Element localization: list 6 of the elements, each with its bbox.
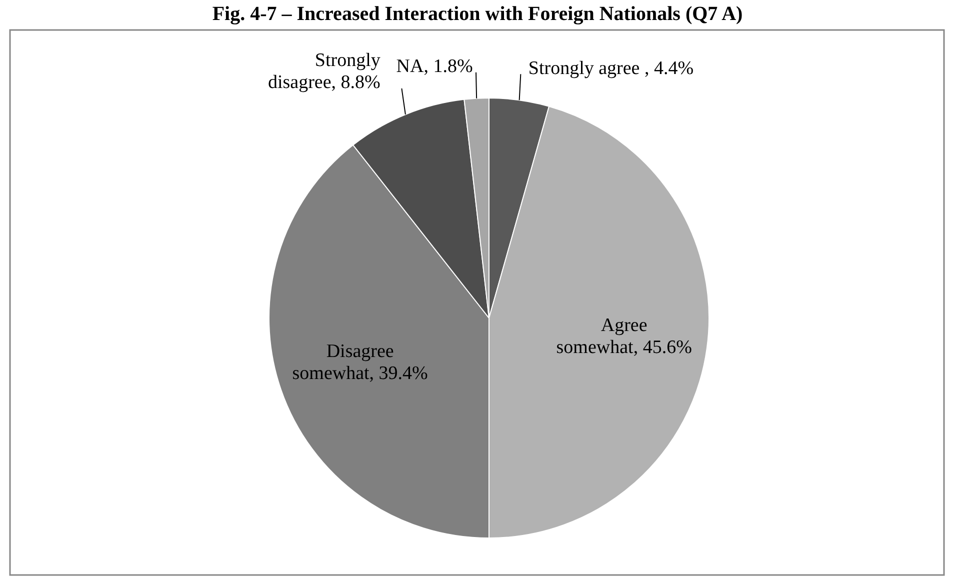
- slice-label: Strongly disagree, 8.8%: [266, 50, 380, 94]
- slice-label: NA, 1.8%: [396, 56, 473, 78]
- slice-label: Disagree somewhat, 39.4%: [291, 340, 429, 385]
- slice-label: Strongly agree , 4.4%: [528, 58, 695, 80]
- slice-label: Agree somewhat, 45.6%: [555, 314, 693, 359]
- chart-title: Fig. 4-7 – Increased Interaction with Foreign Nationals (Q7 A): [212, 3, 743, 25]
